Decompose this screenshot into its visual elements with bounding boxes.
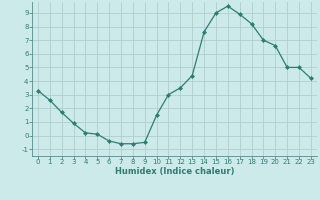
X-axis label: Humidex (Indice chaleur): Humidex (Indice chaleur) (115, 167, 234, 176)
